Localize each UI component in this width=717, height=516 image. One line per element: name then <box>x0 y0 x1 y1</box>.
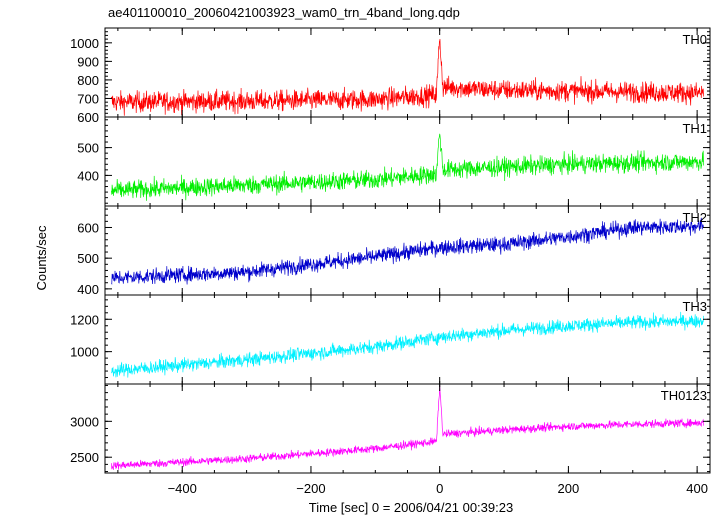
y-tick-label: 500 <box>77 251 99 266</box>
panels-group: 600 700 800 900 1000 TH0 400 500 TH1 400 500 600 TH2… <box>70 27 711 496</box>
y-tick-label: 800 <box>77 73 99 88</box>
x-tick-label: −400 <box>168 481 197 496</box>
x-tick-label: 0 <box>436 481 443 496</box>
y-tick-label: 600 <box>77 220 99 235</box>
y-tick-label: 700 <box>77 91 99 106</box>
panel-label-th1: TH1 <box>682 121 707 136</box>
panel-th1: 400 500 TH1 <box>77 116 711 207</box>
panel-label-th0: TH0 <box>682 32 707 47</box>
y-tick-label: 500 <box>77 141 99 156</box>
y-tick-label: 600 <box>77 110 99 125</box>
panel-label-th2: TH2 <box>682 210 707 225</box>
panel-label-th0123: TH0123 <box>661 388 707 403</box>
panel-th3: 1000 1200 TH3 <box>70 294 711 385</box>
series-line-th0 <box>111 39 704 116</box>
panel-label-th3: TH3 <box>682 299 707 314</box>
y-tick-label: 1000 <box>70 36 99 51</box>
series-line-th2 <box>111 217 704 285</box>
x-tick-label: 200 <box>558 481 580 496</box>
y-tick-label: 900 <box>77 54 99 69</box>
panel-th2: 400 500 600 TH2 <box>77 205 711 297</box>
y-tick-label: 2500 <box>70 450 99 465</box>
y-tick-label: 3000 <box>70 414 99 429</box>
series-line-th0123 <box>111 385 704 470</box>
y-tick-label: 1200 <box>70 312 99 327</box>
x-axis-label: Time [sec] 0 = 2006/04/21 00:39:23 <box>309 500 513 515</box>
chart-title: ae401100010_20060421003923_wam0_trn_4ban… <box>108 5 460 20</box>
panel-th0: 600 700 800 900 1000 TH0 <box>70 27 711 125</box>
series-line-th3 <box>111 311 704 378</box>
y-tick-label: 1000 <box>70 345 99 360</box>
panel-frame <box>104 294 711 385</box>
x-tick-label: −200 <box>296 481 325 496</box>
y-tick-label: 400 <box>77 282 99 297</box>
y-axis-label: Counts/sec <box>34 225 49 291</box>
x-tick-label: 400 <box>686 481 708 496</box>
panel-th0123: 2500 3000 TH0123 <box>70 383 711 474</box>
y-tick-label: 400 <box>77 168 99 183</box>
panel-frame <box>104 383 711 474</box>
series-line-th1 <box>111 133 704 201</box>
